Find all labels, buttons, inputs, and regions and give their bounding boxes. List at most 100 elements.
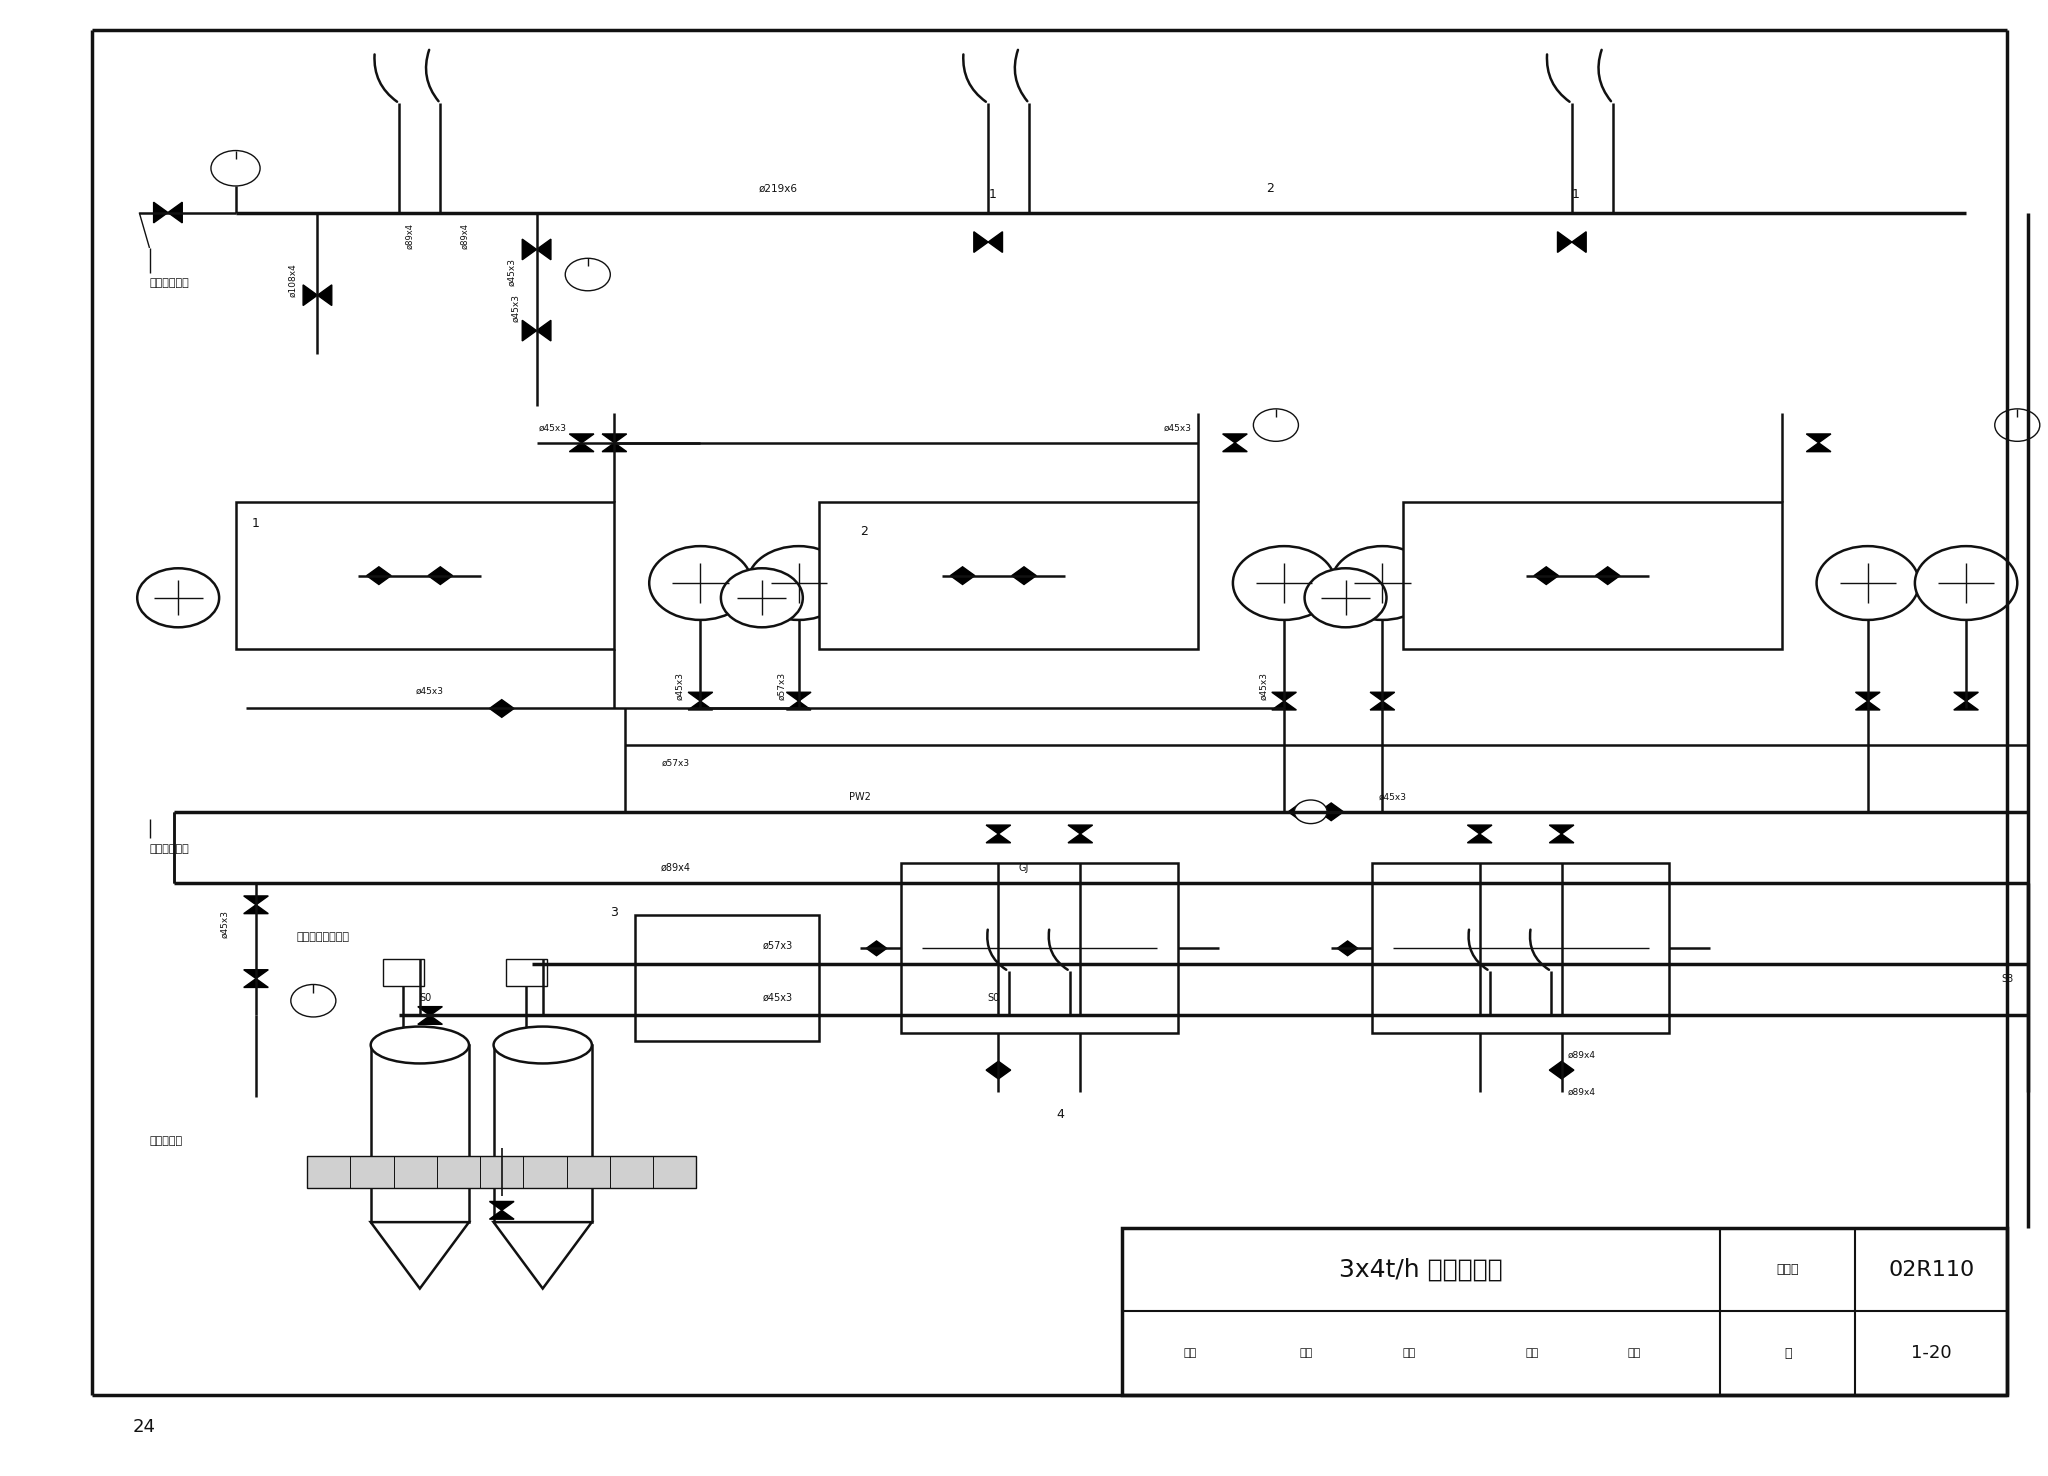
Polygon shape bbox=[522, 239, 537, 260]
Polygon shape bbox=[688, 692, 713, 701]
Circle shape bbox=[1305, 568, 1386, 627]
Polygon shape bbox=[244, 970, 268, 979]
Text: S0: S0 bbox=[987, 993, 999, 1002]
Polygon shape bbox=[602, 434, 627, 443]
Polygon shape bbox=[244, 896, 268, 905]
Polygon shape bbox=[786, 701, 811, 710]
Circle shape bbox=[748, 546, 850, 620]
Text: ø45x3: ø45x3 bbox=[1260, 673, 1268, 700]
Bar bbox=[307, 1156, 696, 1188]
Text: ø45x3: ø45x3 bbox=[508, 258, 516, 285]
Bar bbox=[819, 502, 1198, 649]
Text: 1: 1 bbox=[989, 189, 995, 201]
Ellipse shape bbox=[494, 1027, 592, 1063]
Polygon shape bbox=[987, 834, 1012, 843]
Polygon shape bbox=[1466, 834, 1491, 843]
Polygon shape bbox=[317, 285, 332, 306]
Text: 接外网蒸汽管: 接外网蒸汽管 bbox=[150, 279, 188, 288]
Polygon shape bbox=[989, 232, 1004, 252]
Polygon shape bbox=[537, 320, 551, 341]
Bar bbox=[236, 502, 614, 649]
Bar bbox=[506, 959, 547, 986]
Polygon shape bbox=[244, 905, 268, 914]
Polygon shape bbox=[494, 1222, 592, 1289]
Text: ø57x3: ø57x3 bbox=[764, 942, 793, 951]
Circle shape bbox=[649, 546, 752, 620]
Polygon shape bbox=[1534, 567, 1559, 584]
Polygon shape bbox=[537, 239, 551, 260]
Text: 02R110: 02R110 bbox=[1888, 1259, 1974, 1280]
Text: ø89x4: ø89x4 bbox=[461, 223, 469, 249]
Circle shape bbox=[1817, 546, 1919, 620]
Polygon shape bbox=[489, 1210, 514, 1219]
Text: ø45x3: ø45x3 bbox=[1378, 793, 1407, 801]
Polygon shape bbox=[1855, 692, 1880, 701]
Polygon shape bbox=[244, 979, 268, 987]
Circle shape bbox=[1233, 546, 1335, 620]
Text: 1: 1 bbox=[252, 518, 260, 530]
Polygon shape bbox=[569, 434, 594, 443]
Text: 校对: 校对 bbox=[1403, 1348, 1415, 1358]
Polygon shape bbox=[1012, 567, 1036, 584]
Bar bbox=[383, 959, 424, 986]
Text: 4: 4 bbox=[1057, 1108, 1063, 1120]
Text: 接自外网凝结回水: 接自外网凝结回水 bbox=[297, 933, 350, 942]
Polygon shape bbox=[1595, 567, 1620, 584]
Polygon shape bbox=[987, 1061, 1012, 1079]
Text: 设计: 设计 bbox=[1628, 1348, 1640, 1358]
Text: 2: 2 bbox=[860, 525, 868, 537]
Circle shape bbox=[565, 258, 610, 291]
Polygon shape bbox=[371, 1222, 469, 1289]
Ellipse shape bbox=[371, 1027, 469, 1063]
Polygon shape bbox=[1370, 701, 1395, 710]
Polygon shape bbox=[522, 320, 537, 341]
Polygon shape bbox=[1550, 834, 1575, 843]
Polygon shape bbox=[950, 567, 975, 584]
Text: 接自来水管: 接自来水管 bbox=[150, 1137, 182, 1145]
Circle shape bbox=[1331, 546, 1434, 620]
Polygon shape bbox=[688, 701, 713, 710]
Polygon shape bbox=[602, 443, 627, 452]
Circle shape bbox=[1915, 546, 2017, 620]
Polygon shape bbox=[367, 567, 391, 584]
Text: ø45x3: ø45x3 bbox=[676, 673, 684, 700]
Bar bbox=[494, 1045, 592, 1222]
Text: 审核: 审核 bbox=[1184, 1348, 1196, 1358]
Polygon shape bbox=[418, 1015, 442, 1024]
Polygon shape bbox=[569, 443, 594, 452]
Polygon shape bbox=[1370, 692, 1395, 701]
Bar bbox=[371, 1045, 469, 1222]
Polygon shape bbox=[1272, 701, 1296, 710]
Text: 3: 3 bbox=[610, 906, 618, 918]
Bar bbox=[635, 915, 819, 1041]
Circle shape bbox=[1253, 409, 1298, 441]
Polygon shape bbox=[975, 232, 989, 252]
Bar bbox=[1372, 863, 1669, 1033]
Text: ø45x3: ø45x3 bbox=[512, 295, 520, 322]
Text: ø57x3: ø57x3 bbox=[662, 759, 690, 768]
Bar bbox=[1403, 502, 1782, 649]
Polygon shape bbox=[786, 692, 811, 701]
Text: ø89x4: ø89x4 bbox=[406, 223, 414, 249]
Polygon shape bbox=[1466, 825, 1491, 834]
Text: 页: 页 bbox=[1784, 1346, 1792, 1359]
Polygon shape bbox=[489, 1201, 514, 1210]
Circle shape bbox=[1294, 800, 1327, 824]
Polygon shape bbox=[1319, 803, 1343, 821]
Polygon shape bbox=[1806, 443, 1831, 452]
Polygon shape bbox=[1954, 692, 1978, 701]
Bar bbox=[901, 863, 1178, 1033]
Polygon shape bbox=[1337, 942, 1358, 956]
Polygon shape bbox=[418, 1007, 442, 1015]
Text: ø45x3: ø45x3 bbox=[539, 424, 567, 432]
Text: ø45x3: ø45x3 bbox=[1163, 424, 1192, 432]
Text: 1: 1 bbox=[1573, 189, 1579, 201]
Text: ø108x4: ø108x4 bbox=[289, 264, 297, 297]
Text: 接排污降温池: 接排污降温池 bbox=[150, 844, 188, 853]
Circle shape bbox=[291, 984, 336, 1017]
Polygon shape bbox=[168, 202, 182, 223]
Text: ø89x4: ø89x4 bbox=[1569, 1051, 1595, 1060]
Polygon shape bbox=[1954, 701, 1978, 710]
Polygon shape bbox=[1806, 434, 1831, 443]
Text: 3x4t/h 热力系统图: 3x4t/h 热力系统图 bbox=[1339, 1258, 1503, 1281]
